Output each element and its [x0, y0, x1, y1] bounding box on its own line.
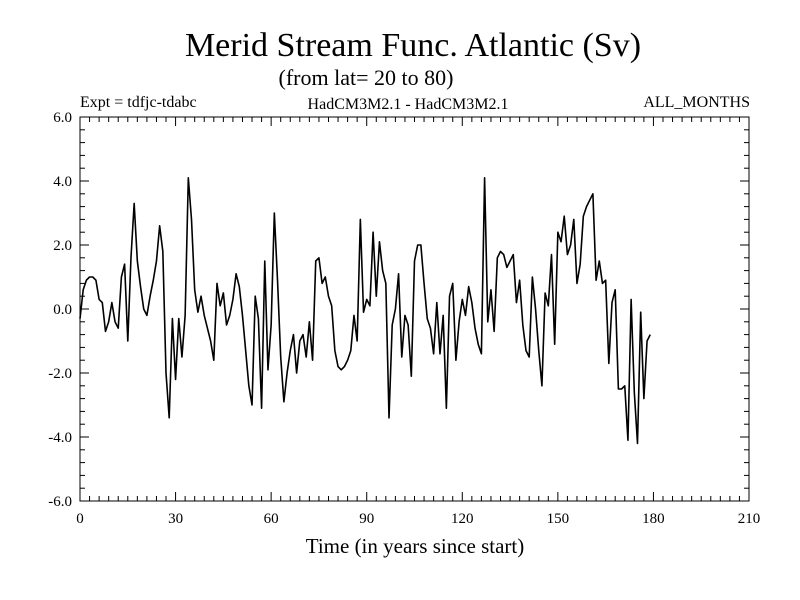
x-tick-label: 60 [264, 511, 279, 527]
x-tick-label: 30 [168, 511, 183, 527]
y-tick-label: -4.0 [48, 430, 72, 446]
data-layer [79, 177, 651, 445]
x-tick-label: 90 [359, 511, 374, 527]
series-line [79, 177, 651, 445]
chart-subtitle: (from lat= 20 to 80) [279, 65, 454, 90]
y-tick-label: -2.0 [48, 366, 72, 382]
x-axis-label: Time (in years since start) [306, 534, 525, 558]
x-tick-label: 120 [451, 511, 474, 527]
axes: 0 30 60 90 120 150 180 210 -6.0 -4.0 -2.0 0.0 2.0 4.0… [48, 110, 760, 527]
y-tick-label: 6.0 [53, 110, 72, 126]
x-tick-label: 150 [547, 511, 570, 527]
y-tick-label: 0.0 [53, 302, 72, 318]
model-label: HadCM3M2.1 - HadCM3M2.1 [308, 96, 509, 113]
x-tick-label: 180 [642, 511, 665, 527]
expt-label: Expt = tdfjc-tdabc [80, 94, 197, 111]
months-label: ALL_MONTHS [643, 94, 750, 111]
x-tick-label: 0 [76, 511, 84, 527]
x-tick-label: 210 [738, 511, 761, 527]
y-tick-label: 2.0 [53, 238, 72, 254]
chart-title: Merid Stream Func. Atlantic (Sv) [185, 27, 641, 64]
y-tick-label: -6.0 [48, 494, 72, 510]
y-tick-label: 4.0 [53, 174, 72, 190]
